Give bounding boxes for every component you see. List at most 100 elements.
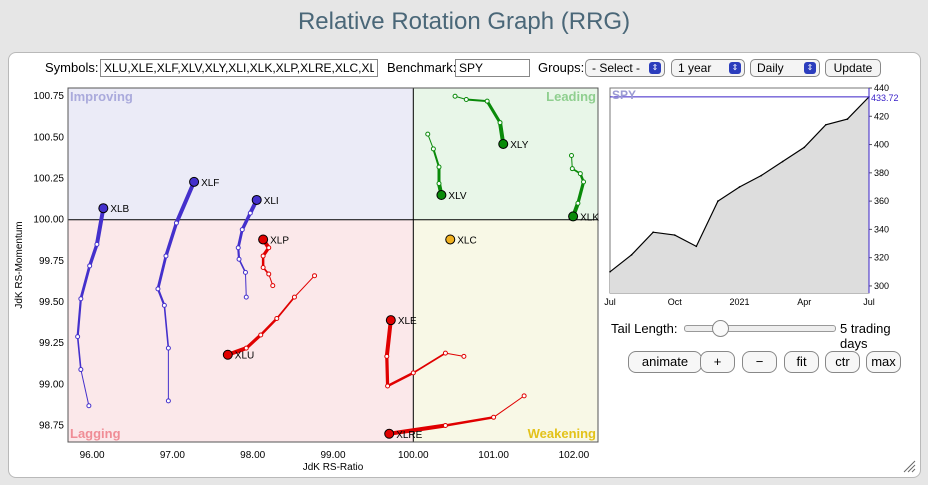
tail-segment-xlre xyxy=(444,416,495,427)
tail-point-xlu xyxy=(243,345,249,351)
series-label-xlre: XLRE xyxy=(396,430,422,441)
interval-select[interactable]: Daily ⇕ xyxy=(750,59,820,77)
head-marker-xlu xyxy=(222,349,233,360)
tail-length-label: Tail Length: xyxy=(611,321,678,336)
fit-button[interactable]: fit xyxy=(784,351,819,373)
tail-length-value: 5 trading days xyxy=(840,321,891,351)
tail-segment-xlre xyxy=(493,395,525,418)
tail-point-xli xyxy=(243,294,249,300)
spy-y-tick-label: 340 xyxy=(874,224,889,234)
tail-segment-xlk xyxy=(576,180,586,205)
spy-x-tick-label: Jul xyxy=(604,297,616,307)
update-button[interactable]: Update xyxy=(825,59,881,77)
tail-point-xlv xyxy=(430,146,436,152)
resize-handle-icon[interactable] xyxy=(902,459,916,473)
y-tick-label: 99.75 xyxy=(39,256,64,267)
center-button[interactable]: ctr xyxy=(825,351,860,373)
y-axis-label: JdK RS-Momentum xyxy=(14,221,25,308)
benchmark-input[interactable] xyxy=(455,59,530,77)
x-tick-label: 100.00 xyxy=(398,450,429,461)
head-marker-xli xyxy=(251,194,262,205)
tail-point-xlu xyxy=(291,294,297,300)
tail-segment-xlf xyxy=(156,287,166,307)
series-label-xlf: XLF xyxy=(201,178,219,189)
animate-button[interactable]: animate xyxy=(628,351,702,373)
head-marker-xlb xyxy=(98,203,109,214)
tail-point-xlp xyxy=(266,271,272,277)
tail-point-xlb xyxy=(78,367,84,373)
tail-point-xlb xyxy=(86,403,92,409)
spy-y-tick-label: 300 xyxy=(874,281,889,291)
tail-segment-xli xyxy=(240,211,252,232)
tail-point-xlb xyxy=(75,334,81,340)
tail-point-xlp xyxy=(266,245,272,251)
head-marker-xlre xyxy=(384,428,395,439)
y-tick-label: 99.25 xyxy=(39,338,64,349)
spy-x-tick-label: Jul xyxy=(863,297,875,307)
symbols-input[interactable] xyxy=(100,59,378,77)
spy-x-tick-label: Apr xyxy=(797,297,811,307)
period-select-value: 1 year xyxy=(678,61,712,75)
tail-point-xlf xyxy=(155,286,161,292)
tail-segment-xlb xyxy=(80,369,90,407)
title-bar: Relative Rotation Graph (RRG) xyxy=(0,0,928,44)
tail-segment-xlu xyxy=(293,275,316,298)
tail-segment-xlv xyxy=(427,133,434,150)
tail-segment-xle xyxy=(385,354,390,388)
tail-point-xlu xyxy=(312,273,318,279)
spy-data-point xyxy=(760,174,762,177)
y-tick-label: 100.75 xyxy=(33,91,64,102)
tail-segment-xlf xyxy=(156,254,168,291)
tail-segment-xlb xyxy=(76,297,82,338)
series-label-xlk: XLK xyxy=(580,212,599,223)
x-axis-label: JdK RS-Ratio xyxy=(303,462,364,473)
tail-segment-xle xyxy=(386,371,415,388)
tail-point-xlre xyxy=(491,414,497,420)
max-button[interactable]: max xyxy=(866,351,901,373)
spy-data-point xyxy=(630,254,633,256)
tail-point-xlu xyxy=(274,316,280,322)
tail-point-xlf xyxy=(165,345,171,351)
spy-area-fill xyxy=(610,96,869,293)
tail-point-xle xyxy=(461,353,467,359)
spy-data-point xyxy=(825,123,827,126)
interval-select-value: Daily xyxy=(757,61,784,75)
series-label-xle: XLE xyxy=(398,316,417,327)
head-marker-xlc xyxy=(445,234,456,245)
spy-x-tick-label: Oct xyxy=(668,297,683,307)
head-marker-xlp xyxy=(258,234,269,245)
tail-length-slider[interactable] xyxy=(684,320,836,337)
spy-data-point xyxy=(846,118,849,120)
series-label-xlb: XLB xyxy=(110,204,129,215)
tail-segment-xle xyxy=(384,318,393,359)
groups-select[interactable]: - Select - ⇕ xyxy=(585,59,665,77)
y-tick-label: 100.50 xyxy=(33,132,64,143)
zoom-in-button[interactable]: + xyxy=(700,351,735,373)
period-select[interactable]: 1 year ⇕ xyxy=(671,59,745,77)
chevron-updown-icon: ⇕ xyxy=(804,62,816,74)
tail-segment-xlb xyxy=(87,242,99,268)
spy-data-point xyxy=(717,200,719,202)
head-marker-xlv xyxy=(436,190,447,201)
tail-point-xlre xyxy=(521,393,527,399)
tail-point-xly xyxy=(484,98,490,104)
quadrant-label-leading: Leading xyxy=(546,89,596,104)
tail-point-xlre xyxy=(442,423,448,429)
spy-y-tick-label: 380 xyxy=(874,168,889,178)
spy-y-tick-label: 360 xyxy=(874,196,889,206)
tail-segment-xle xyxy=(444,352,465,357)
tail-segment-xlu xyxy=(244,333,263,350)
tail-segment-xlf xyxy=(163,304,170,349)
slider-knob[interactable] xyxy=(711,320,729,337)
groups-label: Groups: xyxy=(538,60,585,75)
head-marker-xlf xyxy=(189,176,200,187)
tail-segment-xly xyxy=(465,98,489,103)
spy-data-point xyxy=(609,270,611,273)
tail-point-xly xyxy=(497,120,503,126)
spy-data-point xyxy=(673,234,676,236)
spy-data-point xyxy=(652,231,654,234)
tail-segment-xlb xyxy=(94,206,106,247)
zoom-out-button[interactable]: − xyxy=(742,351,777,373)
spy-data-point xyxy=(803,146,806,149)
tail-point-xlf xyxy=(161,302,167,308)
